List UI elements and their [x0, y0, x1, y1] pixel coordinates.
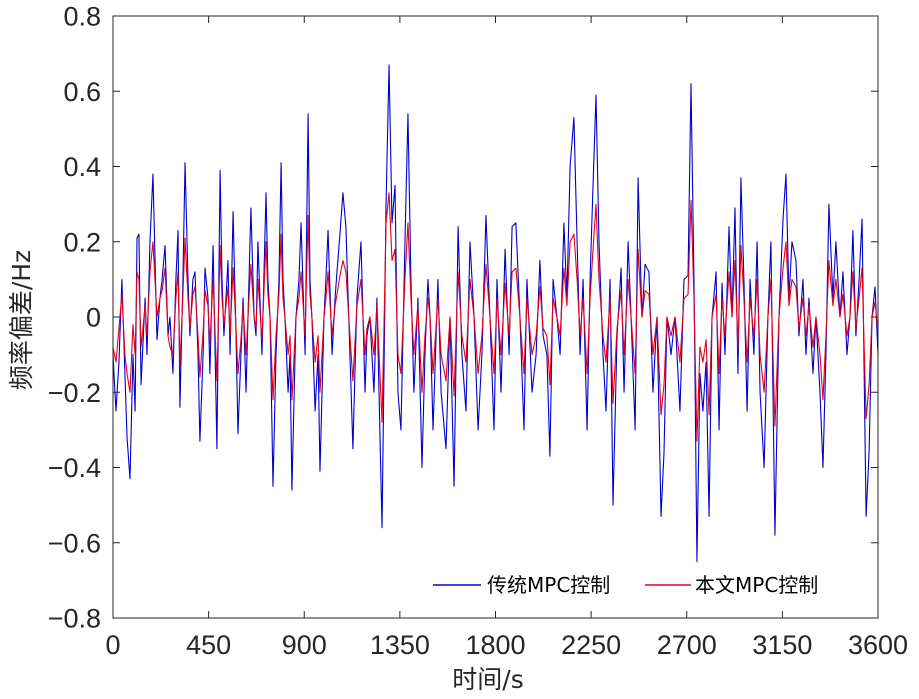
- series-line-proposed-mpc: [112, 192, 879, 442]
- series-line-traditional-mpc: [112, 64, 879, 563]
- y-tick-label: −0.4: [48, 453, 101, 483]
- y-tick-label: −0.2: [48, 378, 101, 408]
- y-tick-label: 0.6: [63, 77, 101, 107]
- x-tick-label: 1800: [465, 630, 525, 660]
- legend: 传统MPC控制 本文MPC控制: [425, 566, 875, 606]
- x-tick-label: 1350: [370, 630, 430, 660]
- y-tick-label: −0.8: [48, 604, 101, 634]
- y-tick-label: 0.8: [63, 2, 101, 32]
- series-layer: [112, 64, 879, 563]
- legend-label-proposed-mpc: 本文MPC控制: [695, 573, 818, 597]
- x-tick-label: 0: [105, 630, 120, 660]
- y-tick-label: 0.2: [63, 227, 101, 257]
- legend-label-traditional-mpc: 传统MPC控制: [487, 573, 610, 597]
- y-tick-label: 0: [86, 303, 101, 333]
- y-tick-label: −0.6: [48, 528, 101, 558]
- axes-layer: 0 450 900 1350 1800 2250 2700 3150 3600 0.8 0.6 0.4…: [48, 2, 908, 661]
- x-axis-label: 时间/s: [452, 665, 523, 694]
- x-tick-label: 2250: [561, 630, 621, 660]
- x-tick-label: 900: [282, 630, 327, 660]
- x-tick-label: 2700: [657, 630, 717, 660]
- x-tick-label: 450: [186, 630, 231, 660]
- y-axis-label: 频率偏差/Hz: [7, 250, 36, 390]
- x-tick-label: 3600: [848, 630, 908, 660]
- x-tick-label: 3150: [752, 630, 812, 660]
- legend-box: [425, 566, 875, 606]
- y-tick-label: 0.4: [63, 152, 101, 182]
